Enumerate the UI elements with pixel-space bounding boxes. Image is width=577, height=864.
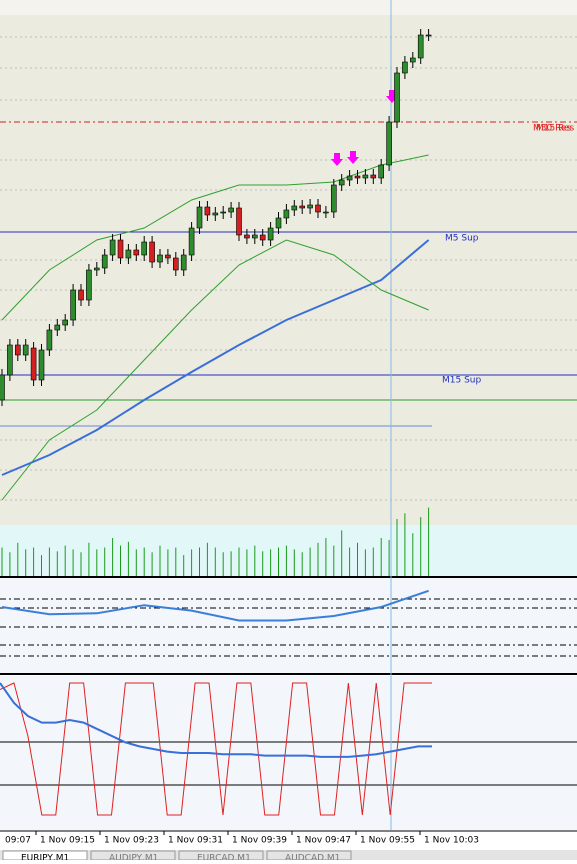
candle-body <box>212 212 219 216</box>
top-bg <box>0 0 577 15</box>
candle-body <box>46 329 53 351</box>
candle-body <box>15 344 21 356</box>
m5-sup-label: M5 Sup <box>445 234 479 244</box>
candle-body <box>244 234 250 239</box>
candle-body <box>109 239 116 256</box>
candle-body <box>386 121 392 166</box>
candle-body <box>180 254 187 271</box>
candle-body <box>323 211 329 214</box>
candle-body <box>394 72 400 123</box>
candle-body <box>165 254 171 259</box>
candle-body <box>157 254 163 263</box>
candle-body <box>188 227 195 256</box>
overlay-line <box>1 239 429 501</box>
volume-panel <box>0 525 577 576</box>
candle-body <box>7 344 13 376</box>
candle-body <box>346 175 353 181</box>
candle-body <box>0 374 5 401</box>
candle-body <box>173 257 179 271</box>
candle-body <box>70 289 76 321</box>
candle-body <box>275 217 282 229</box>
candle-body <box>402 61 408 74</box>
candle-body <box>22 344 29 356</box>
candle-body <box>378 164 385 179</box>
rsi-panel <box>0 578 577 673</box>
tab-label[interactable]: AUDJPY,M1 <box>109 854 158 864</box>
time-label: 09:07 <box>5 836 31 846</box>
candle-body <box>315 204 321 213</box>
candle-body <box>338 179 345 186</box>
tab-label[interactable]: AUDCAD,M1 <box>285 854 340 864</box>
overlay-line <box>1 239 430 476</box>
time-label: 1 Nov 10:03 <box>424 836 479 846</box>
candle-body <box>370 174 377 179</box>
m15-sup-label: M15 Sup <box>442 376 481 386</box>
candle-body <box>149 241 155 263</box>
candle-body <box>133 249 140 256</box>
candle-body <box>196 206 203 229</box>
candle-body <box>307 204 313 209</box>
candle-body <box>204 206 211 216</box>
candle-body <box>417 34 424 59</box>
rsi-levels <box>0 598 577 657</box>
candle-body <box>228 207 234 213</box>
stoch-main <box>0 682 432 816</box>
rsi-line <box>1 589 429 622</box>
candle-body <box>86 269 92 301</box>
candle-body <box>125 249 132 259</box>
m30-res-label: M30 Res <box>533 124 571 134</box>
candle-body <box>78 289 84 301</box>
tab-label[interactable]: EURCAD,M1 <box>197 854 251 864</box>
candle-body <box>283 209 290 219</box>
candle-body <box>220 211 226 214</box>
tab-label[interactable]: EURJPY,M1 <box>21 854 69 864</box>
stoch-signal <box>0 682 432 758</box>
candle-body <box>117 239 124 259</box>
time-label: 1 Nov 09:31 <box>168 836 223 846</box>
candle-body <box>38 349 45 381</box>
candle-body <box>425 34 432 37</box>
candle-body <box>330 184 337 213</box>
candle-body <box>267 227 274 241</box>
candle-body <box>62 319 69 326</box>
time-label: 1 Nov 09:55 <box>360 836 415 846</box>
candle-body <box>30 347 37 381</box>
candle-body <box>141 241 147 256</box>
candle-body <box>409 57 416 63</box>
grid <box>0 36 577 501</box>
candle-body <box>259 234 266 241</box>
time-label: 1 Nov 09:47 <box>296 836 351 846</box>
candle-body <box>354 175 361 179</box>
time-label: 1 Nov 09:23 <box>104 836 159 846</box>
m15-res-label: M15 Res <box>536 124 574 134</box>
stoch-panel <box>0 676 577 830</box>
candle-body <box>101 254 108 269</box>
candle-body <box>291 205 298 211</box>
time-label: 1 Nov 09:15 <box>40 836 95 846</box>
candle-body <box>54 324 61 331</box>
candle-body <box>362 174 369 179</box>
candle-body <box>252 234 258 239</box>
candle-body <box>299 205 306 209</box>
candle-body <box>94 267 100 271</box>
time-label: 1 Nov 09:39 <box>232 836 287 846</box>
candle-body <box>236 207 242 236</box>
